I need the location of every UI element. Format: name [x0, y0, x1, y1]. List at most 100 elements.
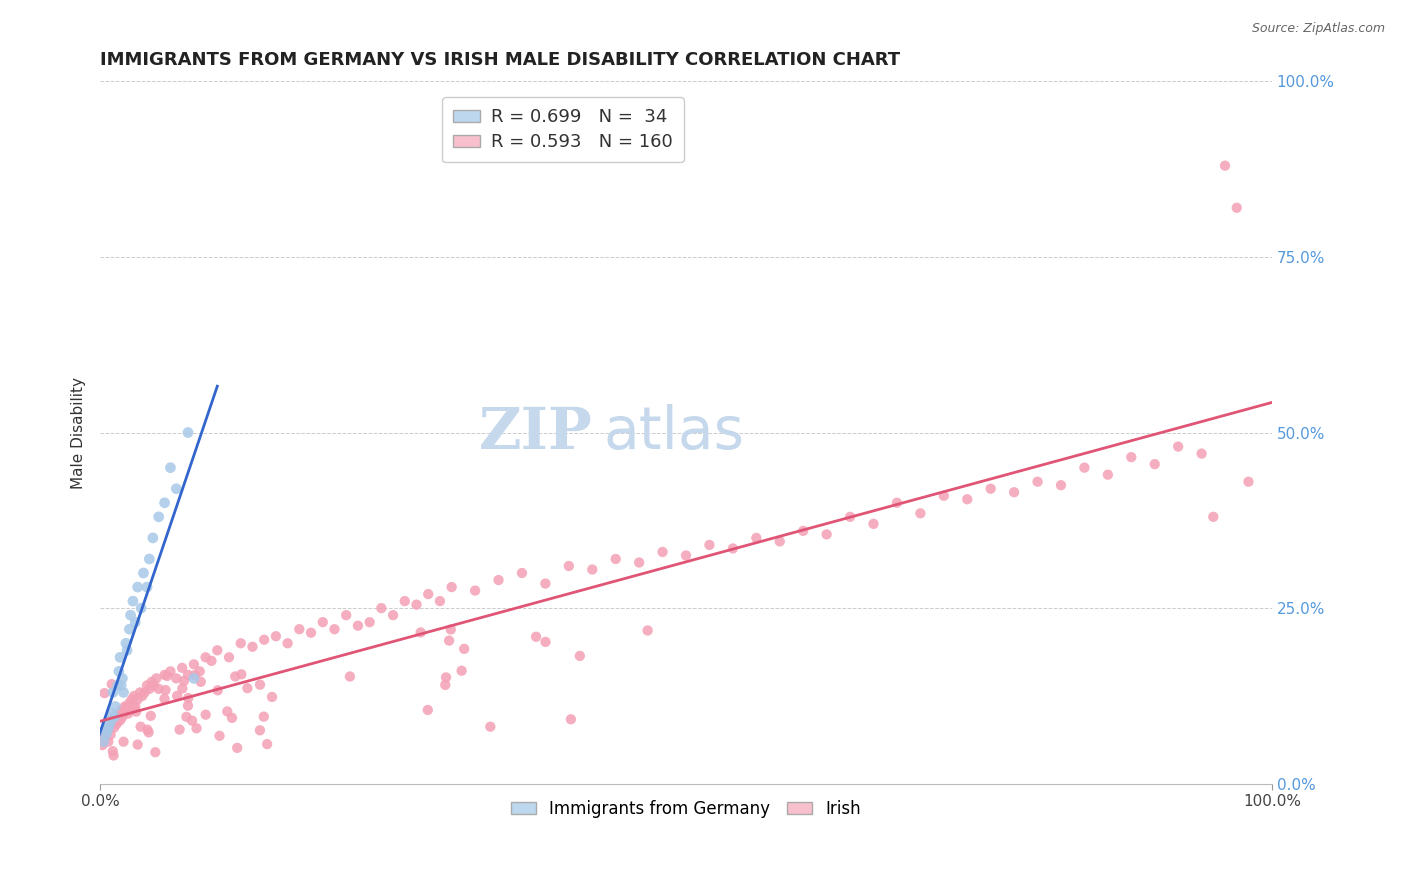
- Point: [299, 625, 322, 640]
- Point: [100, 677, 122, 691]
- Point: [142, 531, 165, 545]
- Point: [769, 534, 792, 549]
- Point: [129, 685, 152, 699]
- Point: [253, 709, 276, 723]
- Point: [249, 678, 271, 692]
- Point: [464, 583, 486, 598]
- Point: [1143, 457, 1166, 471]
- Point: [145, 672, 167, 686]
- Point: [120, 703, 142, 717]
- Point: [136, 580, 159, 594]
- Point: [172, 681, 194, 696]
- Point: [605, 552, 627, 566]
- Point: [409, 625, 432, 640]
- Point: [335, 608, 357, 623]
- Point: [136, 723, 159, 737]
- Point: [107, 678, 129, 692]
- Point: [231, 667, 253, 681]
- Point: [120, 608, 142, 623]
- Point: [236, 681, 259, 695]
- Point: [155, 683, 177, 698]
- Point: [242, 640, 264, 654]
- Point: [93, 686, 115, 700]
- Point: [108, 665, 131, 679]
- Point: [218, 650, 240, 665]
- Point: [136, 678, 159, 692]
- Point: [129, 720, 152, 734]
- Point: [100, 728, 122, 742]
- Point: [165, 482, 187, 496]
- Point: [1167, 440, 1189, 454]
- Point: [745, 531, 768, 545]
- Point: [115, 703, 138, 717]
- Point: [699, 538, 721, 552]
- Point: [173, 673, 195, 688]
- Point: [651, 545, 673, 559]
- Point: [932, 489, 955, 503]
- Point: [125, 705, 148, 719]
- Point: [437, 633, 460, 648]
- Point: [138, 552, 160, 566]
- Point: [416, 703, 439, 717]
- Point: [143, 678, 166, 692]
- Point: [453, 641, 475, 656]
- Point: [103, 748, 125, 763]
- Point: [534, 576, 557, 591]
- Point: [1202, 509, 1225, 524]
- Point: [127, 738, 149, 752]
- Point: [568, 648, 591, 663]
- Point: [440, 580, 463, 594]
- Point: [107, 714, 129, 728]
- Point: [675, 549, 697, 563]
- Point: [159, 460, 181, 475]
- Point: [200, 654, 222, 668]
- Point: [177, 668, 200, 682]
- Point: [370, 601, 392, 615]
- Point: [224, 669, 246, 683]
- Point: [122, 689, 145, 703]
- Point: [253, 632, 276, 647]
- Point: [264, 629, 287, 643]
- Point: [172, 661, 194, 675]
- Point: [339, 669, 361, 683]
- Point: [122, 594, 145, 608]
- Point: [112, 734, 135, 748]
- Point: [105, 717, 128, 731]
- Point: [101, 717, 124, 731]
- Point: [980, 482, 1002, 496]
- Point: [217, 705, 239, 719]
- Point: [156, 669, 179, 683]
- Point: [792, 524, 814, 538]
- Point: [450, 664, 472, 678]
- Point: [628, 556, 651, 570]
- Point: [1002, 485, 1025, 500]
- Point: [405, 598, 427, 612]
- Point: [815, 527, 838, 541]
- Point: [194, 707, 217, 722]
- Point: [1026, 475, 1049, 489]
- Point: [1073, 460, 1095, 475]
- Point: [429, 594, 451, 608]
- Point: [138, 725, 160, 739]
- Point: [184, 668, 207, 682]
- Point: [112, 706, 135, 721]
- Point: [97, 721, 120, 735]
- Point: [124, 615, 146, 630]
- Point: [121, 692, 143, 706]
- Point: [177, 691, 200, 706]
- Text: Source: ZipAtlas.com: Source: ZipAtlas.com: [1251, 22, 1385, 36]
- Point: [347, 618, 370, 632]
- Point: [169, 723, 191, 737]
- Point: [115, 643, 138, 657]
- Point: [323, 622, 346, 636]
- Point: [148, 681, 170, 696]
- Point: [862, 516, 884, 531]
- Legend: Immigrants from Germany, Irish: Immigrants from Germany, Irish: [505, 793, 868, 824]
- Point: [141, 674, 163, 689]
- Point: [117, 706, 139, 721]
- Point: [910, 506, 932, 520]
- Point: [96, 724, 118, 739]
- Point: [1050, 478, 1073, 492]
- Point: [288, 622, 311, 636]
- Point: [114, 699, 136, 714]
